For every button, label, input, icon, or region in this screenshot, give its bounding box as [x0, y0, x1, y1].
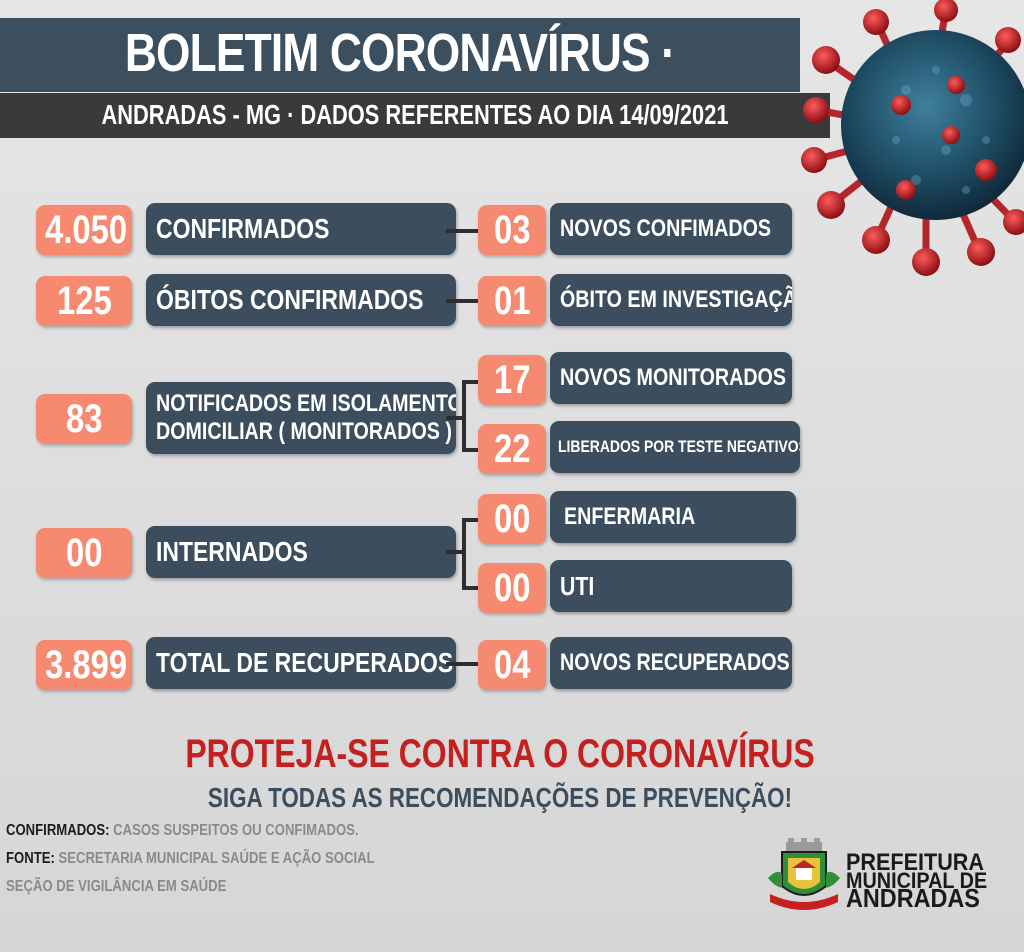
logo-line-2: MUNICIPAL DE — [846, 868, 988, 893]
logo-line-1: PREFEITURA — [846, 849, 985, 876]
novos-confirmados-value: 03 — [478, 205, 546, 255]
footnote-fonte: FONTE: SECRETARIA MUNICIPAL SAÚDE E AÇÃO… — [6, 850, 375, 868]
novos-recuperados-label: NOVOS RECUPERADOS — [550, 637, 792, 689]
liberados-label: LIBERADOS POR TESTE NEGATIVOS — [550, 421, 800, 473]
confirmados-value: 4.050 — [36, 205, 132, 255]
obito-investigacao-value: 01 — [478, 276, 546, 326]
connector-internados-top — [462, 518, 480, 522]
novos-monitorados-value: 17 — [478, 355, 546, 405]
footnote-confirmados: CONFIRMADOS: CASOS SUSPEITOS OU CONFIMAD… — [6, 822, 359, 840]
coronavirus-icon — [786, 0, 1024, 290]
slogan-secondary: SIGA TODAS AS RECOMENDAÇÕES DE PREVENÇÃO… — [207, 782, 793, 813]
obitos-value: 125 — [36, 276, 132, 326]
page-subtitle: ANDRADAS - MG · DADOS REFERENTES AO DIA … — [101, 99, 729, 130]
footnote-confirmados-key: CONFIRMADOS: — [6, 822, 110, 839]
connector-notificados-bottom — [462, 448, 480, 452]
logo-line-3: ANDRADAS — [846, 883, 980, 913]
recuperados-label: TOTAL DE RECUPERADOS — [146, 637, 456, 689]
footnote-fonte-key: FONTE: — [6, 850, 55, 867]
confirmados-label: CONFIRMADOS — [146, 203, 456, 255]
notificados-value: 83 — [36, 394, 132, 444]
enfermaria-value: 00 — [478, 494, 546, 544]
footnote-confirmados-value: CASOS SUSPEITOS OU CONFIMADOS. — [113, 822, 359, 839]
connector-internados-bottom — [462, 586, 480, 590]
connector-notificados-v — [462, 380, 466, 452]
liberados-value: 22 — [478, 424, 546, 474]
slogan-main: PROTEJA-SE CONTRA O CORONAVÍRUS — [185, 732, 815, 776]
novos-monitorados-label: NOVOS MONITORADOS — [550, 352, 792, 404]
obito-investigacao-label: ÓBITO EM INVESTIGAÇÃO — [550, 274, 792, 326]
title-band — [0, 18, 800, 92]
connector-confirmados — [446, 229, 480, 233]
footnote-fonte-value: SECRETARIA MUNICIPAL SAÚDE E AÇÃO SOCIAL — [58, 850, 375, 867]
municipal-crest-icon — [764, 838, 844, 916]
connector-notificados-h — [446, 416, 464, 420]
novos-confirmados-label: NOVOS CONFIMADOS — [550, 203, 792, 255]
internados-value: 00 — [36, 528, 132, 578]
connector-internados-h — [446, 550, 464, 554]
notificados-label: NOTIFICADOS EM ISOLAMENTO DOMICILIAR ( MO… — [146, 382, 456, 454]
connector-recuperados — [446, 662, 480, 666]
subtitle-band — [0, 93, 830, 138]
connector-internados-v — [462, 518, 466, 590]
enfermaria-label: ENFERMARIA — [550, 491, 796, 543]
novos-recuperados-value: 04 — [478, 640, 546, 690]
uti-label: UTI — [550, 560, 792, 612]
notificados-label-line2: DOMICILIAR ( MONITORADOS ) — [156, 418, 452, 445]
internados-label: INTERNADOS — [146, 526, 456, 578]
uti-value: 00 — [478, 563, 546, 613]
footnote-secao: SEÇÃO DE VIGILÂNCIA EM SAÚDE — [6, 878, 227, 895]
obitos-label: ÓBITOS CONFIRMADOS — [146, 274, 456, 326]
connector-obitos — [446, 299, 480, 303]
notificados-label-line1: NOTIFICADOS EM ISOLAMENTO — [156, 390, 456, 417]
connector-notificados-top — [462, 380, 480, 384]
recuperados-value: 3.899 — [36, 640, 132, 690]
